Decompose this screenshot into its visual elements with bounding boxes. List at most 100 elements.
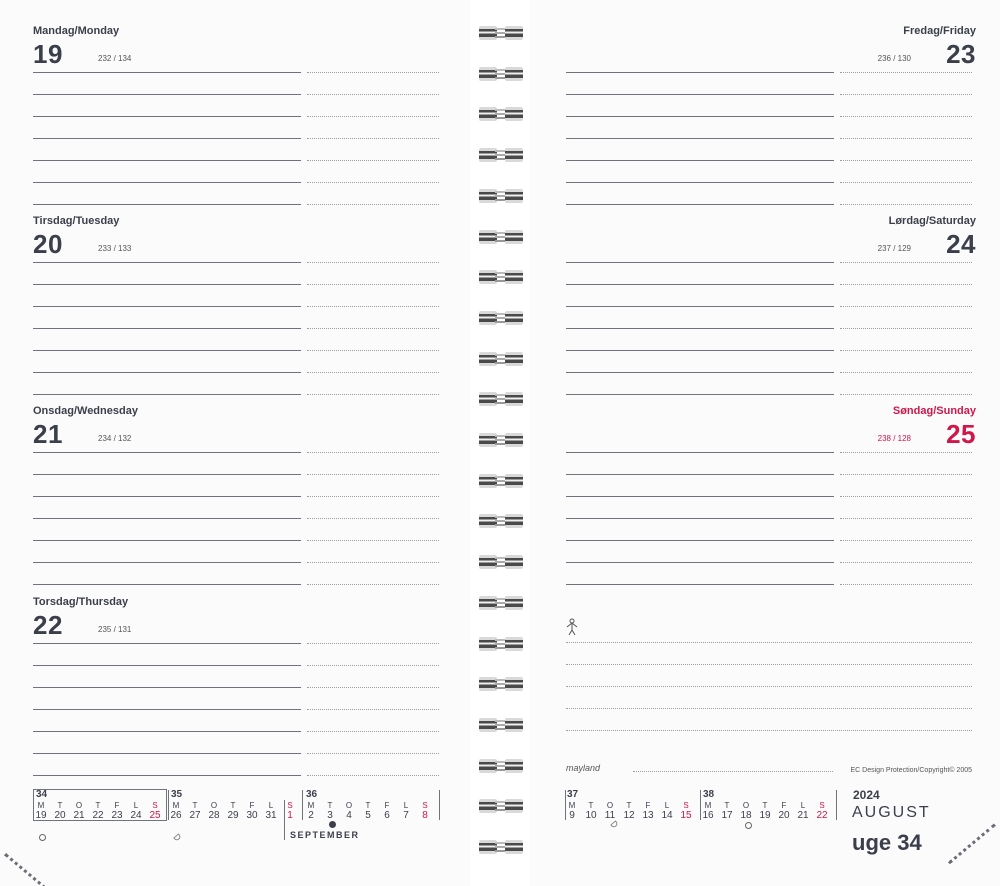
week-divider	[565, 790, 566, 820]
writing-line-dotted	[840, 72, 972, 73]
spiral-ring	[477, 351, 527, 366]
week-number: 36	[306, 789, 318, 800]
writing-line	[33, 665, 301, 666]
week-divider	[302, 790, 303, 820]
writing-line-dotted	[307, 731, 439, 732]
writing-line	[33, 182, 301, 183]
week-number: 37	[567, 789, 579, 800]
writing-line-dotted	[840, 452, 972, 453]
writing-line	[566, 160, 834, 161]
writing-line-dotted	[840, 518, 972, 519]
writing-line-dotted	[840, 350, 972, 351]
mini-day-letter: L	[133, 801, 139, 810]
mini-day-letter: L	[800, 801, 806, 810]
writing-line	[33, 540, 301, 541]
writing-line	[33, 584, 301, 585]
writing-line	[33, 562, 301, 563]
writing-line	[566, 72, 834, 73]
mini-day-letter: T	[57, 801, 63, 810]
day-count: 235 / 131	[98, 625, 132, 634]
page-corner-marker	[948, 823, 996, 865]
mini-day-date: 22	[92, 810, 104, 821]
mini-day-date: 19	[35, 810, 47, 821]
month-label: AUGUST	[852, 804, 931, 821]
mini-day-date: 15	[680, 810, 692, 821]
week-divider	[439, 790, 440, 820]
writing-line-dotted	[840, 474, 972, 475]
writing-line	[33, 775, 301, 776]
writing-line-dotted	[307, 643, 439, 644]
next-month-label: SEPTEMBER	[290, 830, 360, 840]
mini-day-letter: M	[568, 801, 576, 810]
writing-line-dotted	[840, 182, 972, 183]
day-block-tuesday: Tirsdag/Tuesday 20 233 / 133	[33, 215, 443, 400]
spiral-ring	[477, 229, 527, 244]
spiral-binding	[477, 0, 527, 886]
mini-day-date: 6	[384, 810, 390, 821]
mini-day-letter: F	[645, 801, 651, 810]
writing-line-dotted	[307, 372, 439, 373]
mini-day-letter: T	[230, 801, 236, 810]
new-moon-icon	[329, 821, 336, 828]
week-divider	[168, 790, 169, 820]
mini-day-date: 24	[130, 810, 142, 821]
day-name: Søndag/Sunday	[892, 405, 976, 417]
right-page: Fredag/Friday 23 236 / 130 Lørdag/Saturd…	[530, 0, 1000, 886]
day-block-sunday: Søndag/Sunday 25 238 / 128	[566, 405, 976, 590]
mini-day-date: 9	[569, 810, 575, 821]
writing-line-dotted	[840, 160, 972, 161]
mini-day-date: 18	[740, 810, 752, 821]
day-count: 237 / 129	[877, 244, 911, 253]
writing-line	[33, 116, 301, 117]
writing-line-dotted	[840, 284, 972, 285]
day-block-thursday: Torsdag/Thursday 22 235 / 131	[33, 596, 443, 781]
writing-line-dotted	[840, 496, 972, 497]
mini-day-letter: M	[172, 801, 180, 810]
writing-line	[33, 753, 301, 754]
writing-line	[33, 94, 301, 95]
mini-day-date: 16	[702, 810, 714, 821]
spiral-ring	[477, 799, 527, 814]
writing-line-dotted	[307, 474, 439, 475]
notes-line	[566, 686, 972, 687]
mini-day-letter: L	[664, 801, 670, 810]
mini-day-date: 22	[816, 810, 828, 821]
writing-line-dotted	[840, 562, 972, 563]
spiral-ring	[477, 473, 527, 488]
writing-line-dotted	[307, 262, 439, 263]
writing-line	[566, 518, 834, 519]
writing-line	[33, 496, 301, 497]
week-number: 34	[36, 789, 48, 800]
day-block-saturday: Lørdag/Saturday 24 237 / 129	[566, 215, 976, 400]
mini-day-date: 14	[661, 810, 673, 821]
writing-line	[566, 350, 834, 351]
page-corner-marker	[4, 853, 52, 886]
mini-day-letter: F	[384, 801, 390, 810]
mini-day-date: 26	[170, 810, 182, 821]
spiral-ring	[477, 758, 527, 773]
mini-day-letter: S	[152, 801, 158, 810]
writing-line	[33, 731, 301, 732]
day-name: Mandag/Monday	[33, 25, 120, 37]
copyright-text: EC Design Protection/Copyright© 2005	[850, 767, 973, 774]
writing-line	[33, 394, 301, 395]
mini-day-letter: S	[683, 801, 689, 810]
mini-day-letter: L	[268, 801, 274, 810]
writing-line-dotted	[307, 753, 439, 754]
writing-line	[566, 562, 834, 563]
writing-line	[33, 328, 301, 329]
writing-line	[566, 138, 834, 139]
mini-day-date: 5	[365, 810, 371, 821]
writing-line	[33, 138, 301, 139]
day-block-friday: Fredag/Friday 23 236 / 130	[566, 25, 976, 210]
writing-line	[33, 452, 301, 453]
writing-line-dotted	[307, 562, 439, 563]
day-number: 19	[33, 39, 63, 69]
writing-line	[566, 262, 834, 263]
writing-line	[566, 306, 834, 307]
day-number: 21	[33, 419, 63, 449]
writing-line	[566, 372, 834, 373]
month-divider	[284, 800, 285, 840]
mini-day-date: 4	[346, 810, 352, 821]
mini-day-letter: S	[422, 801, 428, 810]
